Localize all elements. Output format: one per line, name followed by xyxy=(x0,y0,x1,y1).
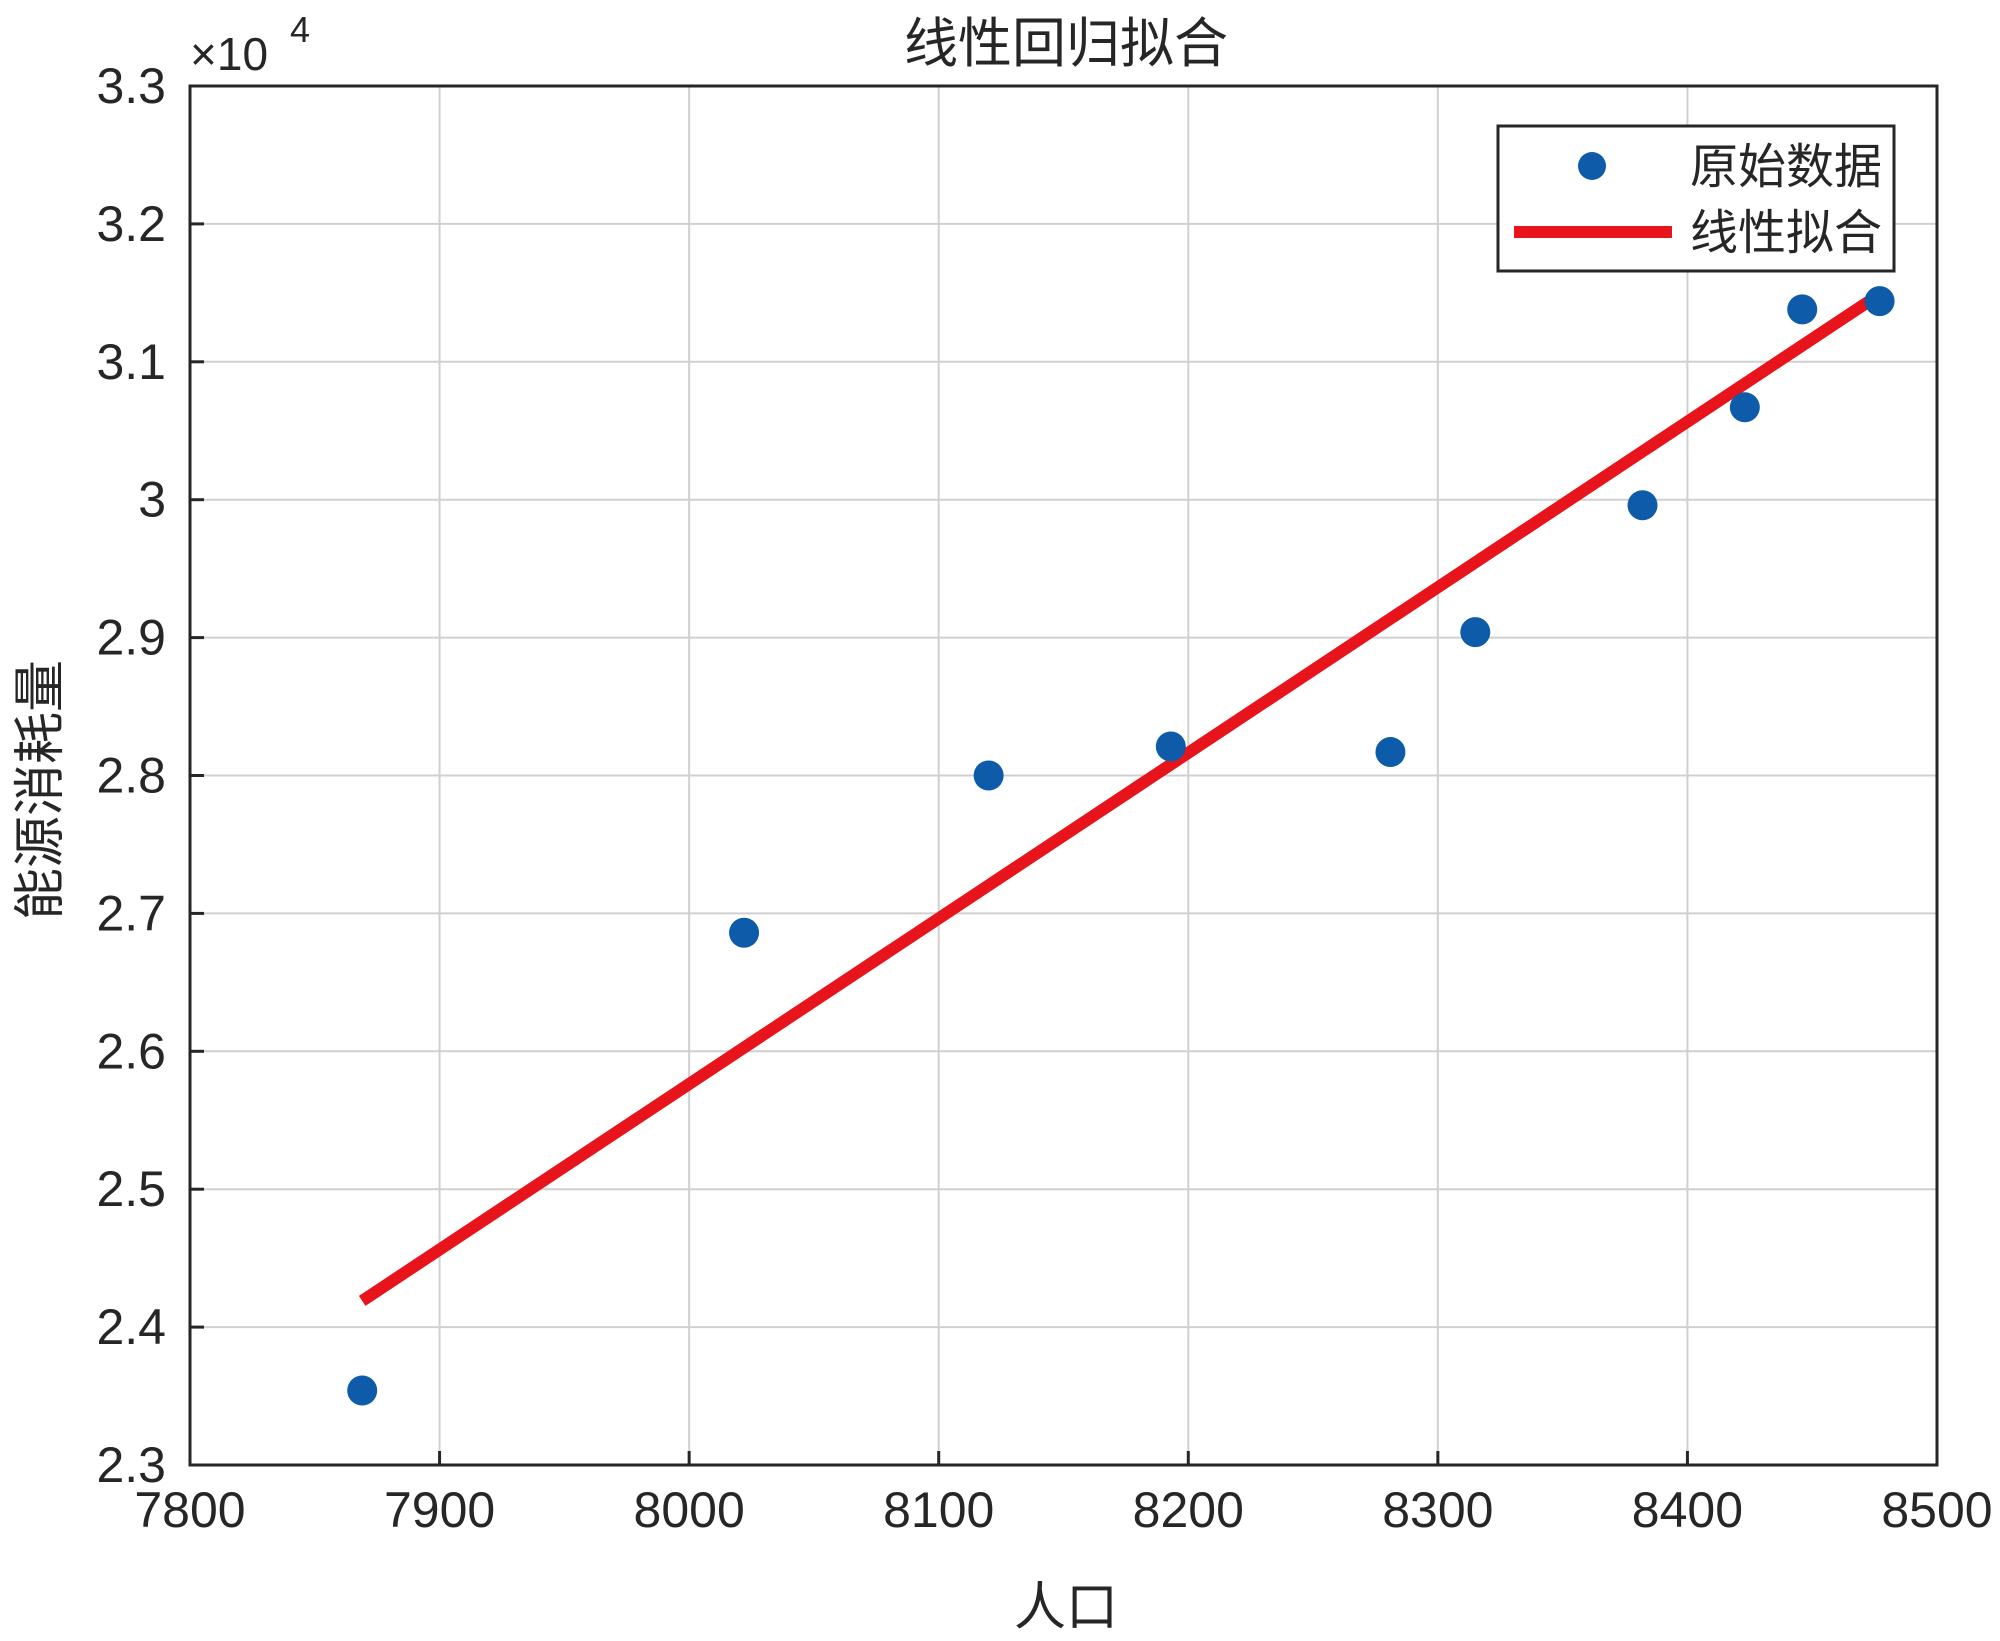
data-point xyxy=(729,917,760,948)
legend-label-linear-fit: 线性拟合 xyxy=(1690,207,1882,260)
data-point xyxy=(1729,392,1760,423)
data-points-layer xyxy=(347,286,1895,1406)
axes xyxy=(188,84,1939,1467)
data-point xyxy=(347,1375,378,1406)
y-multiplier-base: ×10 xyxy=(190,28,268,80)
y-tick-label: 3.3 xyxy=(96,58,166,114)
data-point xyxy=(1460,617,1491,648)
x-tick-label: 8000 xyxy=(634,1482,745,1538)
x-tick-label: 7800 xyxy=(134,1482,245,1538)
fit-line xyxy=(358,289,1883,1306)
data-point xyxy=(1375,737,1406,768)
x-tick-label: 8300 xyxy=(1382,1482,1493,1538)
x-tick-label: 8100 xyxy=(883,1482,994,1538)
y-axis-title: 能源消耗量 xyxy=(12,660,70,920)
y-multiplier-exponent: 4 xyxy=(290,9,310,50)
y-tick-label: 2.8 xyxy=(96,748,166,804)
data-point xyxy=(973,760,1004,791)
y-tick-label: 2.4 xyxy=(96,1299,166,1355)
y-tick-label: 3 xyxy=(138,472,166,528)
fit-line-layer xyxy=(358,289,1883,1306)
x-tick-label: 8500 xyxy=(1881,1482,1992,1538)
x-axis-title: 人口 xyxy=(1014,1579,1118,1637)
y-tick-label: 2.5 xyxy=(96,1161,166,1217)
y-tick-label: 3.1 xyxy=(96,334,166,390)
x-tick-label: 8200 xyxy=(1133,1482,1244,1538)
y-tick-label: 2.6 xyxy=(96,1023,166,1079)
legend-marker-scatter xyxy=(1578,152,1606,180)
legend-box xyxy=(1496,124,1896,273)
y-tick-label: 3.2 xyxy=(96,196,166,252)
tick-labels: 7800 7900 8000 8100 8200 8300 8400 8500 2.3 2.4 2.… xyxy=(96,58,1992,1538)
y-tick-label: 2.7 xyxy=(96,885,166,941)
data-point xyxy=(1627,490,1658,521)
chart-title: 线性回归拟合 xyxy=(904,14,1228,74)
data-point xyxy=(1787,294,1818,325)
legend: 原始数据 线性拟合 xyxy=(1496,124,1896,273)
y-tick-label: 2.9 xyxy=(96,610,166,666)
y-axis-multiplier: ×10 4 xyxy=(190,9,310,80)
legend-label-raw-data: 原始数据 xyxy=(1690,141,1882,194)
data-point xyxy=(1864,286,1895,317)
x-tick-label: 7900 xyxy=(384,1482,495,1538)
y-tick-label: 2.3 xyxy=(96,1437,166,1493)
data-point xyxy=(1155,731,1186,762)
x-tick-label: 8400 xyxy=(1632,1482,1743,1538)
